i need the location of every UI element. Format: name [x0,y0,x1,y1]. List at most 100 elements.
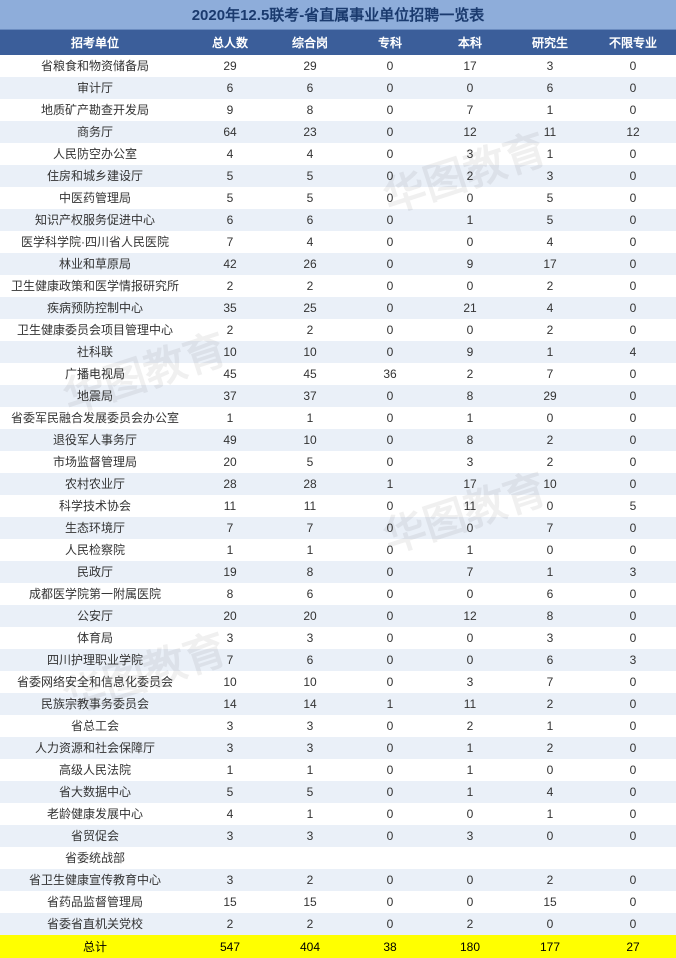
cell-value: 11 [510,121,590,143]
cell-value: 11 [430,693,510,715]
cell-value [590,847,676,869]
cell-value: 6 [510,77,590,99]
cell-value: 0 [350,561,430,583]
cell-value: 4 [190,143,270,165]
col-header: 研究生 [510,30,590,55]
table-row: 农村农业厅2828117100 [0,473,676,495]
cell-value: 0 [350,539,430,561]
cell-value: 0 [350,429,430,451]
cell-value: 4 [270,231,350,253]
cell-value: 36 [350,363,430,385]
cell-value: 3 [190,715,270,737]
cell-value: 0 [350,55,430,77]
cell-value: 0 [350,495,430,517]
table-row: 生态环境厅770070 [0,517,676,539]
cell-value: 0 [350,649,430,671]
total-value: 547 [190,935,270,958]
cell-value [510,847,590,869]
cell-value: 0 [350,759,430,781]
cell-value: 2 [270,913,350,935]
col-header: 本科 [430,30,510,55]
cell-value: 0 [590,715,676,737]
cell-value: 10 [190,341,270,363]
cell-value: 4 [270,143,350,165]
cell-unit-name: 卫生健康委员会项目管理中心 [0,319,190,341]
cell-value: 4 [510,781,590,803]
cell-value: 1 [510,341,590,363]
cell-value: 49 [190,429,270,451]
cell-value: 2 [430,715,510,737]
cell-value: 0 [590,803,676,825]
cell-value: 0 [510,407,590,429]
cell-value: 8 [270,561,350,583]
cell-value: 45 [190,363,270,385]
cell-value: 0 [350,715,430,737]
cell-value: 0 [590,583,676,605]
cell-value: 0 [430,891,510,913]
cell-value: 6 [510,649,590,671]
cell-value: 0 [590,165,676,187]
table-row: 高级人民法院110100 [0,759,676,781]
recruitment-table-container: 华图教育 华图教育 华图教育 华图教育 2020年12.5联考-省直属事业单位招… [0,0,676,958]
cell-unit-name: 省委省直机关党校 [0,913,190,935]
cell-value: 23 [270,121,350,143]
cell-value: 0 [350,319,430,341]
table-title: 2020年12.5联考-省直属事业单位招聘一览表 [0,0,676,30]
cell-value: 9 [190,99,270,121]
cell-value: 2 [190,913,270,935]
cell-value: 0 [590,913,676,935]
cell-value: 0 [350,517,430,539]
cell-value: 6 [270,649,350,671]
cell-value: 0 [590,297,676,319]
cell-value [350,847,430,869]
table-row: 省委省直机关党校220200 [0,913,676,935]
cell-unit-name: 医学科学院·四川省人民医院 [0,231,190,253]
cell-value: 0 [350,253,430,275]
cell-value: 0 [350,869,430,891]
cell-value: 1 [510,99,590,121]
cell-value: 2 [270,869,350,891]
cell-value: 17 [430,473,510,495]
cell-value: 2 [270,319,350,341]
cell-value: 1 [190,759,270,781]
cell-value: 1 [190,407,270,429]
cell-value: 2 [430,363,510,385]
table-row: 省药品监督管理局151500150 [0,891,676,913]
table-row: 中医药管理局550050 [0,187,676,209]
cell-unit-name: 退役军人事务厅 [0,429,190,451]
cell-unit-name: 社科联 [0,341,190,363]
cell-value: 0 [590,737,676,759]
cell-value: 45 [270,363,350,385]
cell-value: 2 [510,429,590,451]
cell-value: 1 [430,209,510,231]
cell-value: 5 [270,187,350,209]
cell-unit-name: 市场监督管理局 [0,451,190,473]
cell-value: 1 [430,737,510,759]
cell-unit-name: 中医药管理局 [0,187,190,209]
cell-value: 0 [590,671,676,693]
table-row: 林业和草原局422609170 [0,253,676,275]
cell-value: 19 [190,561,270,583]
cell-value: 11 [190,495,270,517]
table-row: 知识产权服务促进中心660150 [0,209,676,231]
cell-value: 0 [590,209,676,231]
cell-unit-name: 体育局 [0,627,190,649]
cell-value: 10 [270,429,350,451]
cell-unit-name: 四川护理职业学院 [0,649,190,671]
cell-value: 0 [590,891,676,913]
cell-value: 0 [350,143,430,165]
cell-value: 20 [190,605,270,627]
cell-value: 42 [190,253,270,275]
cell-value: 20 [270,605,350,627]
cell-value: 1 [270,539,350,561]
cell-value: 15 [510,891,590,913]
cell-value: 4 [510,231,590,253]
cell-value: 0 [590,451,676,473]
cell-value: 2 [270,275,350,297]
table-row: 民族宗教事务委员会141411120 [0,693,676,715]
cell-value: 0 [510,825,590,847]
cell-value: 0 [590,385,676,407]
total-value: 404 [270,935,350,958]
cell-value: 2 [430,165,510,187]
cell-value: 3 [510,627,590,649]
